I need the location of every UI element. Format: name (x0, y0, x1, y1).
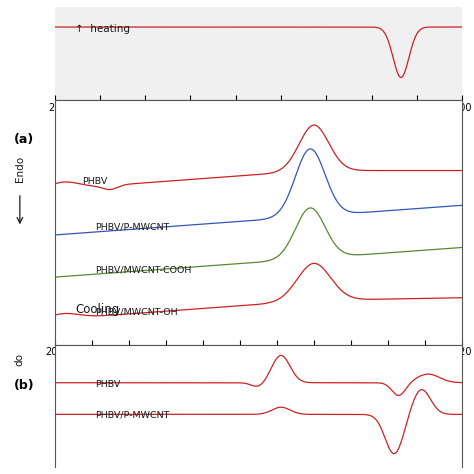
Text: (a): (a) (14, 133, 34, 146)
Text: PHBV/P-MWCNT: PHBV/P-MWCNT (95, 411, 170, 420)
Text: PHBV: PHBV (95, 380, 121, 389)
Text: Cooling: Cooling (75, 303, 119, 316)
Text: PHBV: PHBV (82, 177, 108, 186)
X-axis label: Temperature (°C): Temperature (°C) (210, 360, 307, 370)
Text: ↑  heating: ↑ heating (75, 24, 130, 34)
Text: PHBV/MWCNT-COOH: PHBV/MWCNT-COOH (95, 265, 191, 274)
Text: (b): (b) (14, 379, 35, 392)
Text: PHBV/MWCNT-OH: PHBV/MWCNT-OH (95, 307, 178, 316)
Text: PHBV/P-MWCNT: PHBV/P-MWCNT (95, 223, 170, 232)
X-axis label: Temperature (°C): Temperature (°C) (210, 116, 307, 126)
Text: Endo: Endo (15, 155, 25, 182)
Text: do: do (15, 353, 25, 366)
